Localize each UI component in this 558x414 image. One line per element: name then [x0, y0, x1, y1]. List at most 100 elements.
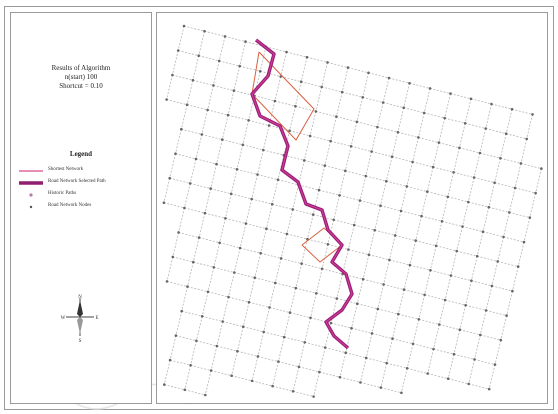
road-node — [299, 80, 303, 83]
road-segment — [265, 46, 287, 53]
road-segment — [351, 327, 373, 334]
road-segment — [251, 198, 273, 205]
road-node — [326, 243, 330, 246]
road-node — [171, 255, 175, 259]
road-segment — [225, 193, 232, 219]
compass-s: S — [79, 339, 82, 342]
road-node — [467, 382, 471, 386]
road-segment — [351, 303, 358, 329]
road-segment — [377, 308, 399, 315]
road-node — [256, 355, 260, 358]
road-segment — [216, 345, 238, 352]
road-segment — [444, 275, 452, 301]
road-node — [323, 346, 327, 349]
road-segment — [336, 116, 357, 123]
road-segment — [366, 357, 387, 364]
road-segment — [242, 120, 249, 145]
road-segment — [377, 102, 384, 128]
road-segment — [292, 184, 299, 210]
road-segment — [190, 183, 211, 189]
road-segment — [178, 50, 199, 57]
road-segment — [257, 174, 279, 181]
road-node — [247, 300, 251, 304]
road-segment — [526, 114, 533, 139]
thin-line-icon — [19, 170, 43, 172]
road-node — [391, 337, 394, 340]
road-segment — [409, 264, 431, 271]
road-node — [370, 332, 374, 335]
road-segment — [503, 236, 525, 243]
road-segment — [269, 282, 276, 308]
road-segment — [286, 233, 308, 240]
road-segment — [333, 219, 355, 226]
road-node — [381, 101, 385, 104]
road-segment — [365, 175, 387, 182]
road-node — [408, 263, 412, 267]
road-segment — [462, 201, 469, 227]
road-segment — [412, 319, 420, 344]
road-segment — [166, 256, 174, 282]
road-node — [221, 138, 224, 141]
road-segment — [184, 207, 205, 214]
road-node — [464, 303, 467, 307]
road-segment — [330, 322, 352, 329]
road-node — [440, 220, 444, 223]
road-segment — [459, 147, 480, 154]
road-segment — [433, 348, 455, 355]
road-segment — [237, 326, 244, 352]
road-segment — [309, 111, 317, 136]
road-segment — [170, 359, 191, 366]
road-segment — [254, 95, 275, 102]
road-node — [490, 284, 494, 288]
road-segment — [210, 345, 218, 371]
road-segment — [319, 347, 326, 373]
road-node — [165, 280, 169, 283]
road-segment — [450, 275, 472, 282]
road-segment — [386, 338, 393, 364]
road-segment — [263, 307, 270, 332]
road-segment — [380, 363, 388, 388]
road-segment — [479, 152, 501, 159]
road-segment — [477, 255, 498, 262]
road-segment — [277, 179, 299, 186]
road-segment — [321, 244, 329, 269]
road-segment — [445, 299, 466, 306]
road-segment — [333, 195, 340, 220]
road-segment — [480, 334, 501, 341]
road-node — [423, 293, 426, 297]
road-segment — [248, 277, 256, 303]
road-node — [303, 159, 306, 162]
road-segment — [415, 216, 422, 241]
road-node — [534, 191, 537, 195]
road-node — [241, 143, 245, 147]
road-segment — [198, 213, 206, 238]
road-segment — [371, 151, 393, 158]
road-segment — [181, 128, 202, 135]
road-node — [227, 295, 230, 299]
road-segment — [377, 284, 384, 309]
road-node — [177, 231, 180, 234]
road-node — [332, 218, 335, 222]
road-segment — [403, 83, 410, 108]
road-segment — [306, 56, 328, 63]
road-node — [317, 188, 321, 192]
road-node — [373, 228, 376, 232]
road-node — [314, 110, 318, 113]
road-segment — [295, 287, 317, 294]
road-segment — [403, 107, 425, 114]
road-node — [443, 116, 447, 120]
road-segment — [169, 153, 176, 179]
compass-n: N — [78, 295, 82, 300]
road-node — [463, 122, 467, 125]
road-segment — [325, 347, 346, 354]
road-segment — [213, 242, 220, 268]
road-segment — [418, 112, 425, 138]
road-segment — [304, 317, 311, 343]
road-segment — [409, 240, 417, 266]
road-node — [379, 204, 382, 207]
road-node — [300, 262, 303, 265]
road-segment — [304, 160, 325, 166]
road-segment — [438, 142, 460, 149]
road-segment — [228, 272, 235, 298]
road-segment — [313, 371, 320, 397]
